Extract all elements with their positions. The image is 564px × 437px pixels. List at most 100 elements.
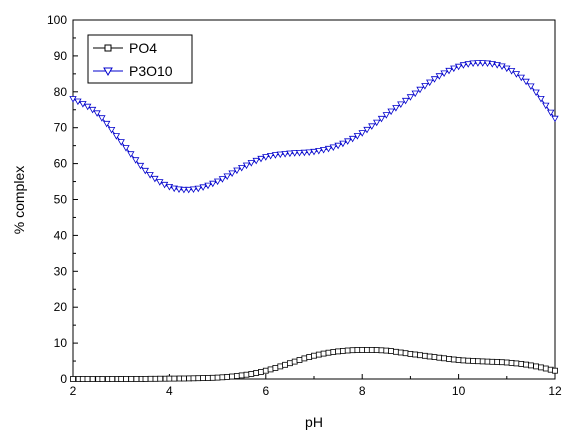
y-tick-label: 70 [54, 121, 68, 135]
data-point [364, 346, 370, 353]
data-point [267, 366, 274, 373]
data-point [238, 165, 246, 172]
data-point [242, 162, 251, 170]
data-point [522, 78, 530, 86]
data-point [542, 365, 549, 372]
data-point [382, 112, 390, 119]
data-point [383, 347, 390, 354]
data-point [479, 60, 487, 67]
data-point [146, 172, 154, 179]
data-point [123, 376, 129, 382]
data-point [266, 153, 275, 160]
data-point [349, 347, 356, 354]
data-point [459, 62, 468, 69]
data-point [431, 354, 438, 361]
x-tick-label: 2 [70, 384, 77, 398]
x-tick-label: 6 [262, 384, 269, 398]
data-point [171, 375, 178, 382]
data-point [127, 151, 135, 158]
data-point [368, 123, 376, 130]
data-point [306, 354, 313, 360]
data-point [315, 351, 322, 358]
data-point [233, 167, 241, 175]
x-tick-label: 8 [359, 384, 366, 398]
data-point [281, 151, 289, 158]
data-point [190, 375, 197, 382]
data-point [117, 139, 125, 146]
data-point [339, 347, 346, 354]
data-point [489, 358, 496, 365]
series-layer [69, 60, 559, 382]
x-tick-label: 10 [452, 384, 466, 398]
data-point [440, 70, 448, 78]
data-point [132, 157, 140, 164]
data-point [300, 149, 309, 157]
data-point [243, 371, 250, 378]
data-point [189, 186, 198, 194]
data-point [229, 373, 236, 380]
data-point [479, 358, 486, 365]
data-point [305, 149, 313, 157]
y-tick-label: 60 [54, 157, 68, 171]
data-point [401, 97, 410, 105]
data-point [494, 358, 501, 365]
data-point [199, 184, 207, 191]
y-tick-label: 0 [60, 372, 67, 386]
data-point [262, 154, 270, 161]
data-point [421, 83, 429, 90]
data-point [465, 357, 472, 364]
data-point [194, 185, 202, 193]
data-point [301, 355, 308, 362]
data-point [484, 358, 491, 365]
y-tick-label: 80 [54, 85, 68, 99]
data-point [157, 375, 164, 382]
data-point [103, 120, 111, 128]
data-point [537, 96, 545, 103]
data-point [271, 152, 280, 159]
y-axis-title: % complex [11, 166, 27, 234]
data-point [181, 375, 187, 382]
data-point [253, 369, 260, 376]
data-point [276, 151, 284, 159]
data-point [329, 144, 337, 152]
data-point [296, 357, 303, 363]
data-point [392, 105, 400, 112]
legend-label-po4: PO4 [129, 40, 157, 56]
data-point [320, 350, 327, 357]
legend-box [87, 34, 193, 84]
data-point [528, 362, 534, 369]
data-point [450, 356, 457, 363]
data-point [416, 86, 424, 94]
data-point [373, 347, 380, 354]
data-point [363, 126, 371, 134]
data-point [286, 360, 293, 367]
data-point [436, 354, 443, 361]
data-point [93, 110, 101, 117]
data-point [464, 61, 472, 68]
legend-marker-p3o10 [103, 67, 113, 77]
legend-item-p3o10: P3O10 [93, 63, 173, 79]
data-point [353, 133, 362, 140]
data-point [538, 364, 544, 371]
data-point [122, 145, 130, 152]
x-tick-label: 4 [166, 384, 173, 398]
data-point [426, 79, 434, 87]
data-point [291, 358, 298, 365]
data-point [204, 182, 212, 190]
data-point [552, 367, 558, 374]
data-point [310, 148, 318, 156]
y-tick-label: 20 [54, 300, 68, 314]
data-point [200, 375, 207, 382]
legend: PO4 P3O10 [87, 34, 193, 84]
data-point [282, 361, 289, 368]
data-point [79, 376, 86, 382]
y-tick-label: 10 [54, 336, 68, 350]
data-point [334, 142, 342, 150]
data-point [542, 102, 550, 110]
y-tick-label: 50 [54, 193, 68, 207]
data-point [89, 376, 96, 382]
data-point [152, 375, 159, 382]
data-point [397, 349, 404, 356]
data-point [238, 372, 245, 379]
